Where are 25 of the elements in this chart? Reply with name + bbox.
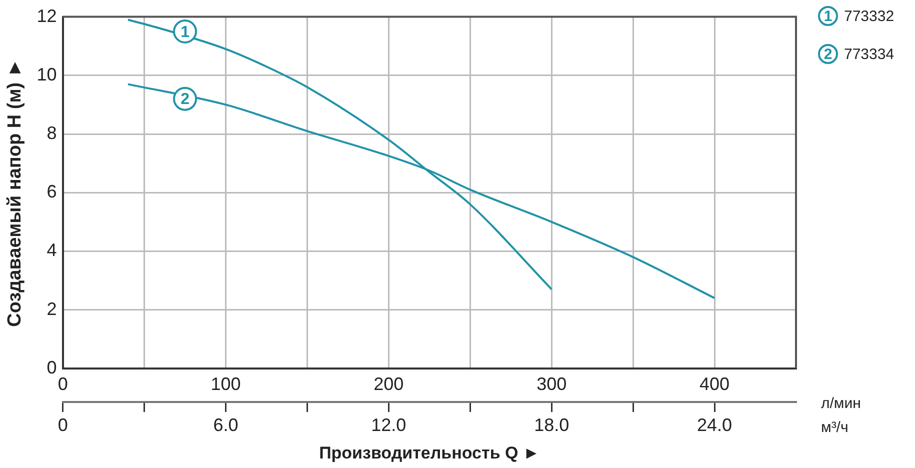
x-tick-label: 100: [210, 374, 241, 394]
y-tick-label: 10: [36, 64, 57, 84]
annotation: 1: [180, 24, 190, 41]
y-tick-label: 4: [46, 240, 57, 260]
legend-label: 773334: [844, 46, 894, 62]
text: л/мин: [821, 395, 861, 412]
annotation: 2: [180, 91, 190, 108]
text: м³/ч: [821, 419, 848, 436]
x2-tick-label: 12.0: [371, 414, 406, 435]
y-tick-label: 8: [46, 122, 57, 143]
text: 1: [824, 8, 832, 24]
y-tick-label: 2: [46, 298, 57, 319]
y-tick-label: 0: [46, 357, 57, 378]
x2-tick-label: 24.0: [697, 414, 732, 435]
x-tick-label: 300: [536, 374, 567, 394]
x-axis-title: Производительность Q ►: [319, 443, 540, 462]
y-tick-label: 6: [46, 182, 57, 202]
x-tick-label: 400: [700, 374, 730, 394]
x-tick-label: 200: [374, 374, 404, 394]
x2-tick-label: 6.0: [213, 414, 238, 435]
legend-label: 773332: [844, 8, 894, 24]
x2-tick-label: 18.0: [534, 414, 570, 435]
y-tick-label: 12: [36, 6, 57, 26]
y-axis-title: Создаваемый напор Н (м) ►: [4, 58, 26, 327]
text: 2: [824, 46, 832, 62]
